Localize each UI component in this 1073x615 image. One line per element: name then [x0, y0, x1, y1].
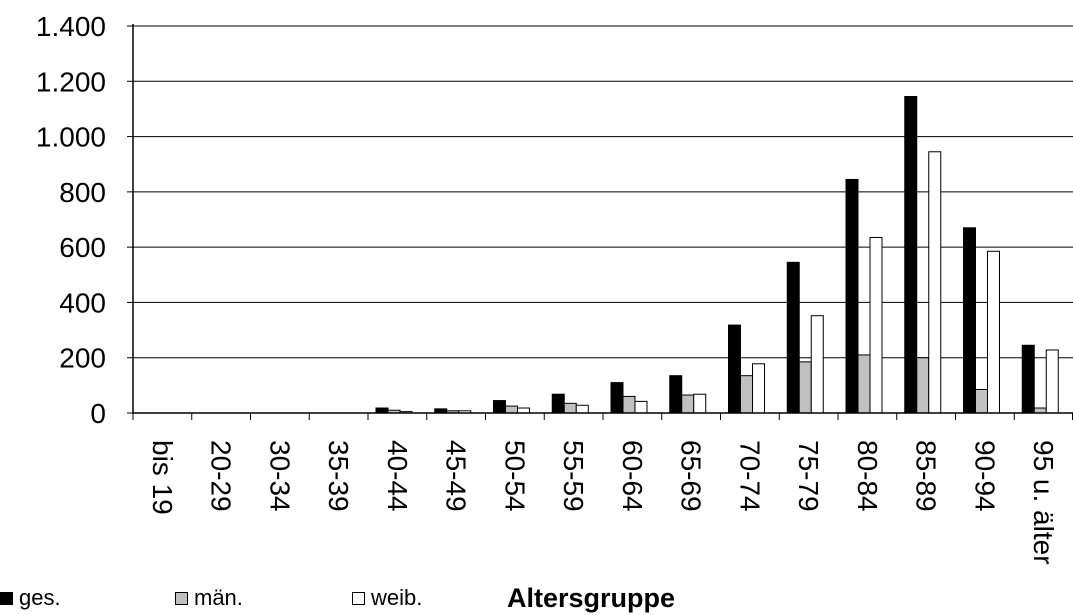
y-tick-label: 1.000	[36, 122, 106, 153]
bar-maen	[857, 354, 871, 414]
legend-label-weib: weib.	[371, 585, 423, 610]
bar-weib	[575, 404, 589, 414]
bar-maen	[740, 375, 753, 414]
bar-ges	[1021, 344, 1035, 414]
y-tick-label: 600	[59, 232, 106, 263]
legend-label-ges: ges.	[19, 585, 61, 610]
x-tick-label: bis 19	[147, 440, 178, 515]
y-tick-label: 400	[59, 287, 106, 318]
bar-weib	[928, 151, 942, 414]
bar-weib	[1045, 349, 1059, 414]
gridlines	[133, 25, 1073, 359]
axes	[127, 24, 1073, 420]
x-tick-label: 50-54	[499, 440, 530, 512]
x-tick-label: 65-69	[676, 440, 707, 512]
x-tick-label: 60-64	[617, 440, 648, 512]
bar-ges	[728, 324, 741, 414]
y-tick-label: 0	[90, 398, 106, 429]
bar-maen	[563, 402, 577, 414]
x-tick-label: 75-79	[793, 440, 824, 512]
bar-ges	[845, 178, 859, 414]
bar-ges	[493, 400, 506, 414]
legend-swatch-weib	[352, 591, 365, 605]
y-tick-labels: 0 200 400 600 800 1.000 1.200 1.400	[36, 11, 106, 429]
legend: ges. män. weib.	[0, 585, 560, 615]
bars	[375, 95, 1059, 414]
bar-ges	[963, 227, 976, 414]
legend-item-weib: weib.	[352, 585, 422, 611]
bar-maen	[798, 361, 812, 414]
y-tick-label: 1.200	[36, 66, 106, 97]
y-tick-label: 1.400	[36, 11, 106, 42]
x-tick-label: 30-34	[264, 440, 295, 512]
x-axis-title: Altersgruppe	[507, 583, 676, 613]
x-tick-label: 20-29	[206, 440, 237, 512]
bar-ges	[551, 393, 565, 414]
bar-maen	[505, 405, 518, 414]
bar-weib	[987, 250, 1000, 414]
bar-weib	[810, 315, 824, 414]
legend-swatch-ges	[0, 591, 13, 605]
y-tick-label: 800	[59, 177, 106, 208]
x-tick-labels: bis 19 20-29 30-34 35-39 40-44 45-49 50-54 55-5…	[147, 440, 1059, 565]
y-tick-label: 200	[59, 343, 106, 374]
x-tick-label: 70-74	[734, 440, 765, 512]
bar-weib	[634, 400, 648, 414]
x-tick-label: 35-39	[323, 440, 354, 512]
x-tick-label: 90-94	[969, 440, 1000, 512]
bar-ges	[786, 261, 800, 414]
x-tick-label: 40-44	[382, 440, 413, 512]
bar-maen	[622, 395, 636, 414]
bar-weib	[752, 363, 765, 414]
x-tick-label: 45-49	[441, 440, 472, 512]
legend-swatch-maen	[175, 591, 188, 605]
x-tick-label: 95 u. älter	[1028, 440, 1059, 565]
bar-ges	[904, 95, 918, 414]
x-tick-label: 85-89	[911, 440, 942, 512]
bar-ges	[669, 375, 683, 414]
bar-maen	[681, 394, 695, 414]
bar-ges	[610, 382, 624, 414]
x-tick-label: 55-59	[558, 440, 589, 512]
bar-weib	[869, 236, 883, 414]
bar-weib	[693, 393, 707, 414]
bar-maen	[916, 357, 930, 414]
legend-item-ges: ges.	[0, 585, 61, 611]
legend-label-maen: män.	[194, 585, 243, 610]
bar-maen	[975, 389, 988, 414]
legend-item-maen: män.	[175, 585, 243, 611]
x-tick-label: 80-84	[852, 440, 883, 512]
